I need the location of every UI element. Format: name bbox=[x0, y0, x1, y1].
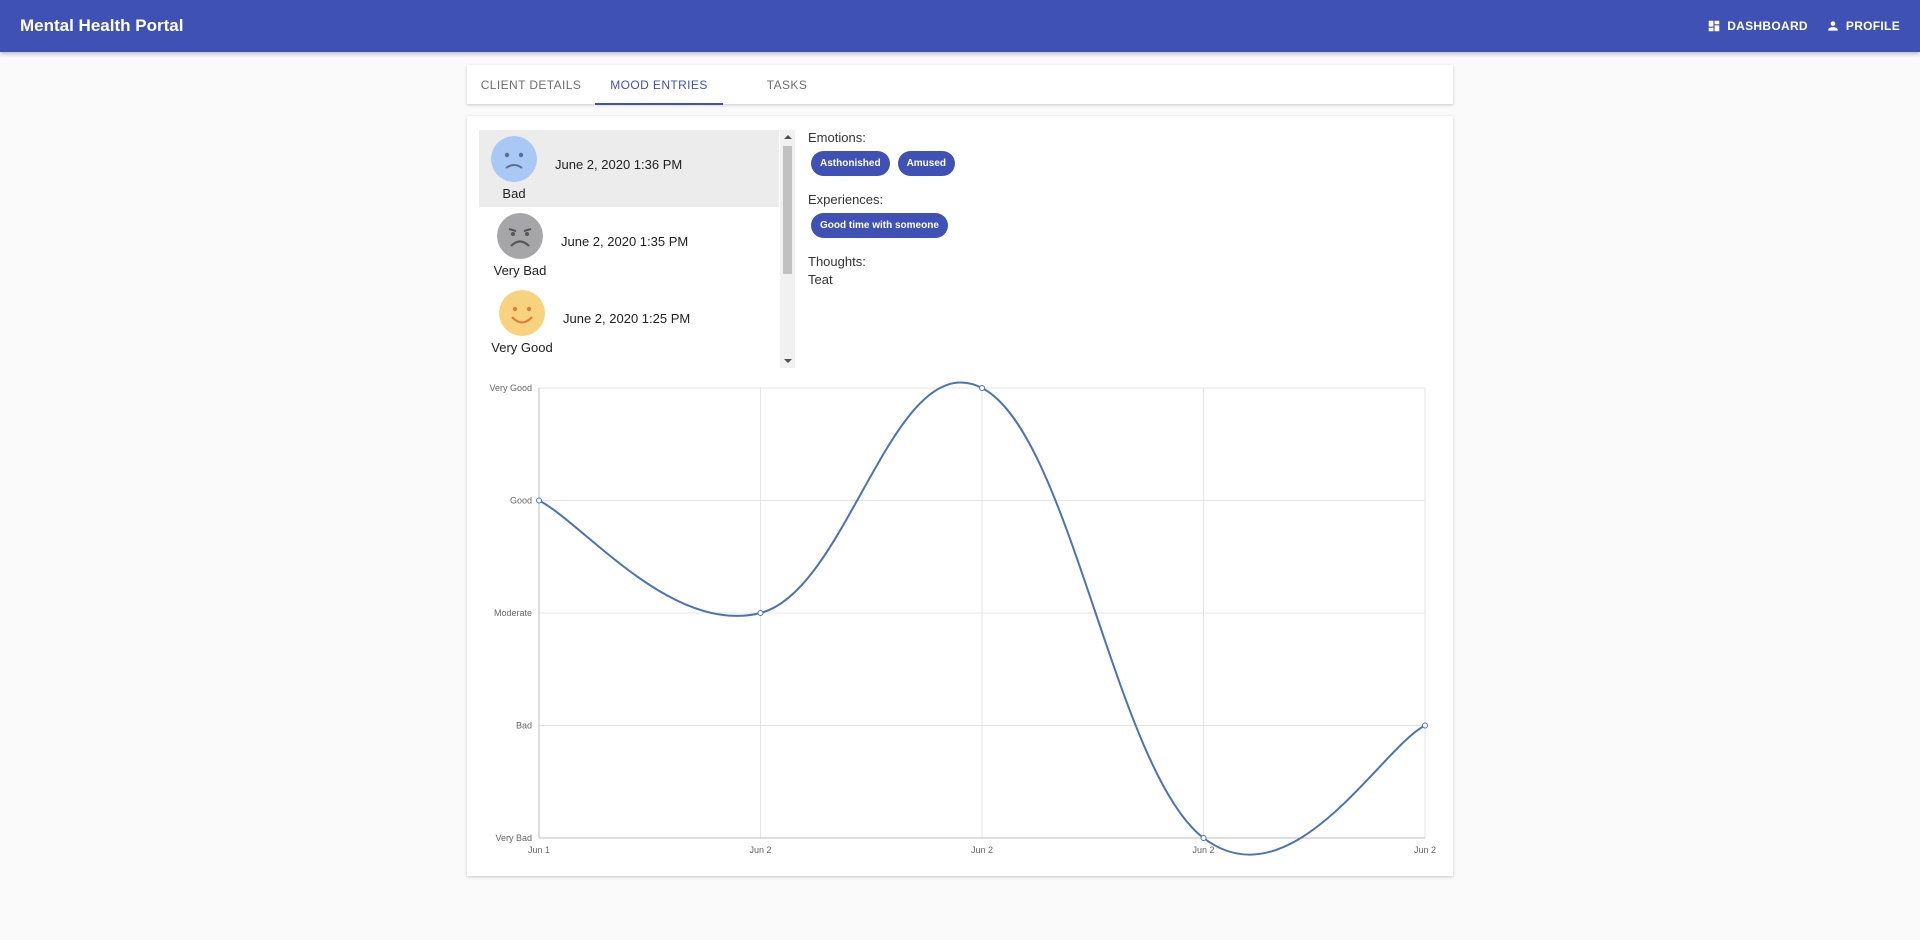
y-tick-label: Bad bbox=[516, 721, 532, 731]
emotions-chips: Asthonished Amused bbox=[811, 151, 956, 176]
experiences-label: Experiences: bbox=[808, 192, 884, 207]
mood-data-point bbox=[979, 385, 985, 391]
mood-data-point bbox=[536, 497, 542, 504]
dashboard-icon bbox=[1708, 20, 1720, 32]
entry-list-scrollbar[interactable] bbox=[780, 130, 795, 368]
y-tick-label: Good bbox=[510, 496, 532, 506]
tab-tasks[interactable]: TASKS bbox=[766, 77, 808, 92]
y-tick-label: Very Bad bbox=[495, 833, 532, 843]
profile-button[interactable]: PROFILE bbox=[1826, 19, 1900, 33]
tab-client-details[interactable]: CLIENT DETAILS bbox=[480, 77, 582, 92]
emotions-label: Emotions: bbox=[808, 130, 866, 145]
mood-entry[interactable]: Very Good June 2, 2020 1:25 PM bbox=[479, 284, 779, 361]
thoughts-label: Thoughts: bbox=[808, 254, 866, 269]
entry-date: June 2, 2020 1:36 PM bbox=[555, 157, 683, 172]
mood-data-point bbox=[757, 610, 764, 616]
experience-chip: Good time with someone bbox=[811, 213, 948, 238]
thoughts-value: Teat bbox=[808, 272, 833, 287]
mood-entries-card: Bad June 2, 2020 1:36 PM Very Bad June 2… bbox=[467, 116, 1453, 876]
profile-button-label: PROFILE bbox=[1845, 19, 1900, 33]
x-tick-label: Jun 2 bbox=[971, 845, 993, 855]
scroll-up-arrow-icon[interactable] bbox=[784, 135, 792, 139]
app-bar: Mental Health Portal DASHBOARD PROFILE bbox=[0, 0, 1920, 52]
mood-label: Very Bad bbox=[493, 263, 547, 278]
experiences-chips: Good time with someone bbox=[811, 213, 955, 238]
x-tick-label: Jun 2 bbox=[749, 845, 771, 855]
entry-date: June 2, 2020 1:25 PM bbox=[563, 311, 691, 326]
person-icon bbox=[1828, 21, 1838, 31]
happy-face-icon bbox=[499, 290, 545, 336]
x-tick-label: Jun 2 bbox=[1414, 845, 1436, 855]
tab-bar: CLIENT DETAILS MOOD ENTRIES TASKS bbox=[467, 65, 1453, 105]
scrollbar-thumb[interactable] bbox=[783, 146, 792, 274]
mood-entry-list: Bad June 2, 2020 1:36 PM Very Bad June 2… bbox=[479, 130, 779, 362]
mood-series-line bbox=[538, 381, 1426, 856]
x-tick-label: Jun 2 bbox=[1192, 845, 1214, 855]
entry-details: Emotions: Asthonished Amused Experiences… bbox=[808, 130, 956, 287]
x-tick-label: Jun 1 bbox=[528, 845, 550, 855]
mood-data-point bbox=[1200, 835, 1207, 841]
app-title: Mental Health Portal bbox=[20, 16, 184, 35]
mood-chart: Very Bad Bad Moderate Good Very Good Jun 1 Jun… bbox=[489, 381, 1436, 856]
mood-label: Very Good bbox=[491, 340, 553, 355]
sad-face-icon bbox=[491, 136, 537, 182]
dashboard-button-label: DASHBOARD bbox=[1727, 19, 1808, 33]
scroll-down-arrow-icon[interactable] bbox=[784, 359, 792, 363]
y-tick-label: Very Good bbox=[489, 383, 532, 393]
entry-date: June 2, 2020 1:35 PM bbox=[561, 234, 689, 249]
tab-mood-entries[interactable]: MOOD ENTRIES bbox=[595, 65, 723, 105]
y-tick-label: Moderate bbox=[494, 608, 532, 618]
dashboard-button[interactable]: DASHBOARD bbox=[1707, 19, 1808, 33]
very-sad-face-icon bbox=[497, 213, 543, 259]
mood-entry[interactable]: Bad June 2, 2020 1:36 PM bbox=[479, 130, 779, 207]
mood-entry[interactable]: Very Bad June 2, 2020 1:35 PM bbox=[479, 207, 779, 284]
emotion-chip: Asthonished bbox=[811, 151, 890, 176]
mood-label: Bad bbox=[502, 186, 526, 201]
mood-data-point bbox=[1422, 722, 1428, 729]
emotion-chip: Amused bbox=[897, 151, 956, 176]
